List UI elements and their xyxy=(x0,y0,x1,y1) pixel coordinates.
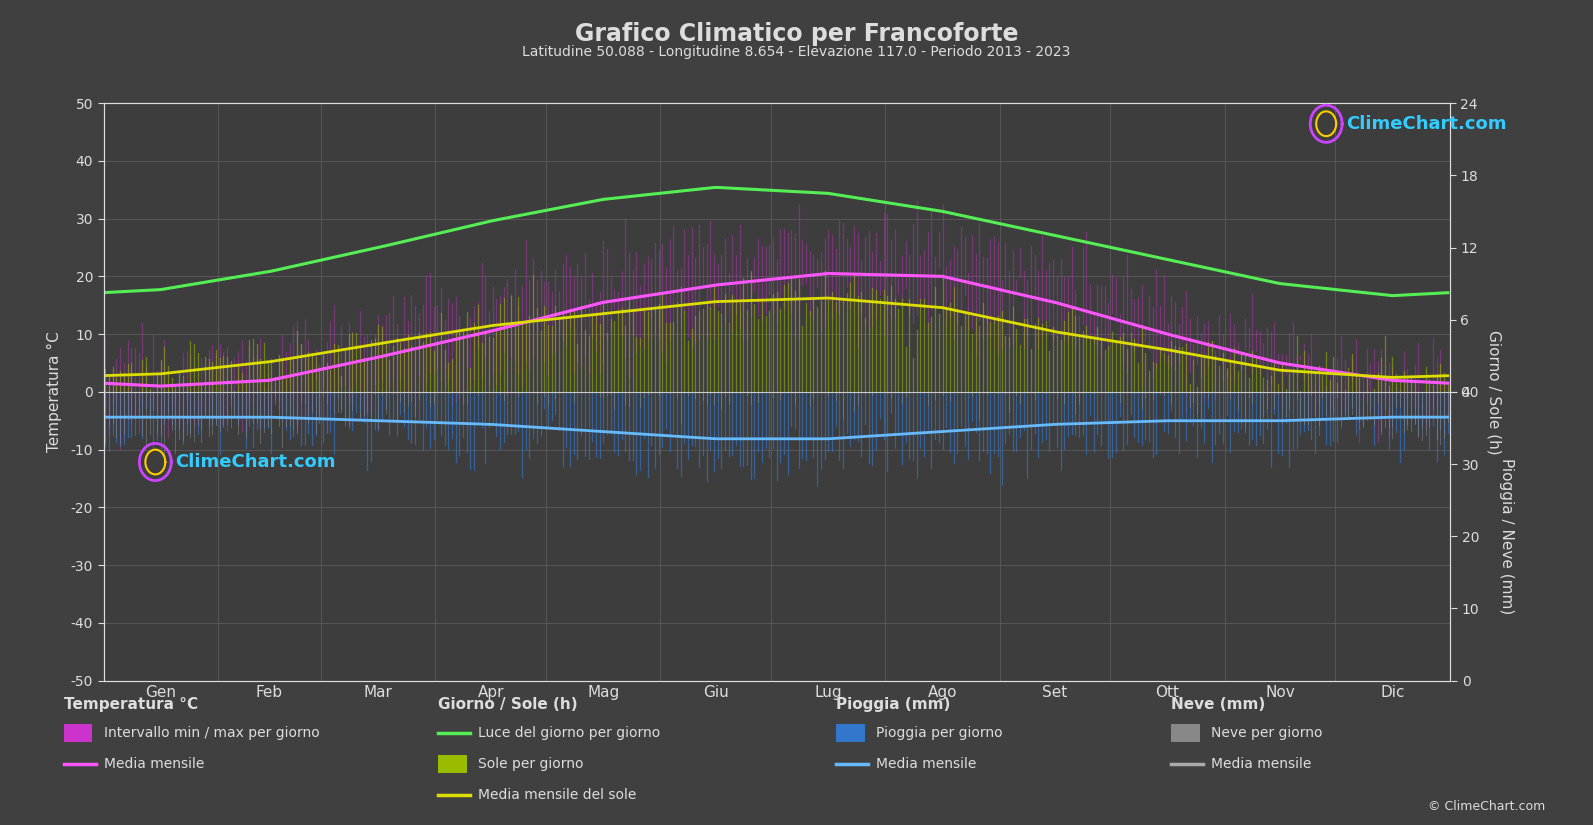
Text: Media mensile: Media mensile xyxy=(104,757,204,771)
Text: ClimeChart.com: ClimeChart.com xyxy=(175,453,336,471)
Text: Intervallo min / max per giorno: Intervallo min / max per giorno xyxy=(104,726,319,739)
Text: Luce del giorno per giorno: Luce del giorno per giorno xyxy=(478,726,660,739)
Text: Neve per giorno: Neve per giorno xyxy=(1211,726,1322,739)
Text: Sole per giorno: Sole per giorno xyxy=(478,757,583,771)
Y-axis label: Giorno / Sole (h): Giorno / Sole (h) xyxy=(1486,329,1501,455)
Text: Pioggia per giorno: Pioggia per giorno xyxy=(876,726,1002,739)
Text: Grafico Climatico per Francoforte: Grafico Climatico per Francoforte xyxy=(575,22,1018,46)
Y-axis label: Pioggia / Neve (mm): Pioggia / Neve (mm) xyxy=(1499,458,1513,615)
Y-axis label: Temperatura °C: Temperatura °C xyxy=(48,332,62,452)
Text: ClimeChart.com: ClimeChart.com xyxy=(1346,115,1507,133)
Text: Giorno / Sole (h): Giorno / Sole (h) xyxy=(438,697,578,712)
Text: Latitudine 50.088 - Longitudine 8.654 - Elevazione 117.0 - Periodo 2013 - 2023: Latitudine 50.088 - Longitudine 8.654 - … xyxy=(523,45,1070,59)
Text: Media mensile del sole: Media mensile del sole xyxy=(478,789,636,802)
Text: Temperatura °C: Temperatura °C xyxy=(64,697,198,712)
Text: © ClimeChart.com: © ClimeChart.com xyxy=(1427,800,1545,813)
Text: Media mensile: Media mensile xyxy=(876,757,977,771)
Text: Pioggia (mm): Pioggia (mm) xyxy=(836,697,951,712)
Text: Media mensile: Media mensile xyxy=(1211,757,1311,771)
Text: Neve (mm): Neve (mm) xyxy=(1171,697,1265,712)
